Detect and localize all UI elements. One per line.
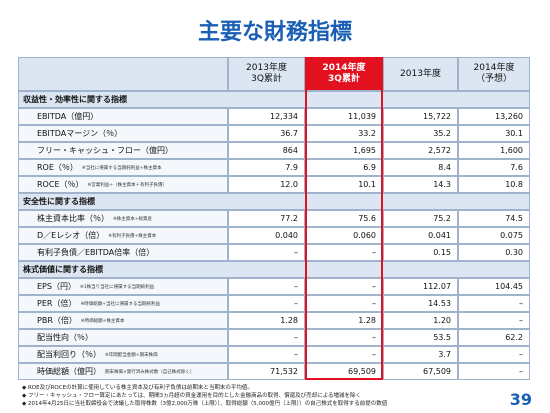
row-note: ※年間配当金額÷期末株価 (105, 352, 158, 358)
row-label-cell: ROCE（％） ※営業利益÷（株主資本＋有利子負債） (18, 176, 228, 193)
row-label: ROCE（％） (37, 180, 84, 189)
value: 13,260 (458, 108, 530, 125)
value: – (458, 312, 530, 329)
value: 1.28 (228, 312, 305, 329)
row-label: EBITDAマージン（％） (37, 129, 123, 138)
row-label-cell: 配当利回り（％） ※年間配当金額÷期末株価 (18, 346, 228, 363)
row-label: EPS（円） (37, 282, 76, 291)
column-header: 2014年度 3Q累計 (305, 57, 383, 91)
value: 2,572 (383, 142, 458, 159)
value: – (458, 346, 530, 363)
row-label: 株主資本比率（％） (37, 214, 109, 223)
row-label-cell: 時価総額（億円） 期末株価×発行済み株式数（自己株式除く） (18, 363, 228, 380)
value: 0.041 (383, 227, 458, 244)
value: 3.7 (383, 346, 458, 363)
section-heading: 安全性に関する指標 (18, 193, 530, 210)
value: – (228, 244, 305, 261)
value: 30.1 (458, 125, 530, 142)
value: 35.2 (383, 125, 458, 142)
section-heading: 株式価値に関する指標 (18, 261, 530, 278)
row-label: PBR（倍） (37, 316, 77, 325)
value: 12.0 (228, 176, 305, 193)
row-label: 有利子負債／EBITDA倍率（倍） (37, 248, 155, 257)
row-label: 配当利回り（％） (37, 350, 101, 359)
value: 77.2 (228, 210, 305, 227)
value: 7.9 (228, 159, 305, 176)
row-label: D／Eレシオ（倍） (37, 231, 105, 240)
footnote: ◆ フリー・キャッシュ・フロー算定にあたっては、期間3ヵ月超の資金運用を目的とし… (22, 393, 361, 399)
row-label-cell: EBITDAマージン（％） (18, 125, 228, 142)
title: 主要な財務指標 (197, 20, 352, 45)
value: 74.5 (458, 210, 530, 227)
value: 12,334 (228, 108, 305, 125)
value: 10.8 (458, 176, 530, 193)
value: 15,722 (383, 108, 458, 125)
value: 62.2 (458, 329, 530, 346)
value: – (458, 295, 530, 312)
row-label-cell: ROE（％） ※当社に帰属する当期純利益÷株主資本 (18, 159, 228, 176)
footnote-text: フリー・キャッシュ・フロー算定にあたっては、期間3ヵ月超の資金運用を目的とした金… (27, 393, 361, 399)
row-label: フリー・キャッシュ・フロー（億円） (37, 146, 173, 155)
row-note: 期末株価×発行済み株式数（自己株式除く） (105, 369, 195, 375)
column-header: 2013年度 3Q累計 (228, 57, 305, 91)
value: 104.45 (458, 278, 530, 295)
row-label: EBITDA（億円） (37, 112, 99, 121)
row-label-cell: 株主資本比率（％） ※株主資本÷総資産 (18, 210, 228, 227)
row-note: ※有利子負債÷株主資本 (108, 233, 157, 239)
column-header: 2014年度 （予想） (458, 57, 530, 91)
column-header: 2013年度 (383, 57, 458, 91)
row-note: ※時価総額÷株主資本 (80, 318, 125, 324)
highlight-column (305, 57, 383, 380)
value: 14.3 (383, 176, 458, 193)
value: 36.7 (228, 125, 305, 142)
row-note: ※当社に帰属する当期純利益÷株主資本 (81, 165, 162, 171)
value: 53.5 (383, 329, 458, 346)
value: – (228, 278, 305, 295)
row-note: ※株主資本÷総資産 (113, 216, 153, 222)
section-heading: 収益性・効率性に関する指標 (18, 91, 530, 108)
row-label: 配当性向（％） (37, 333, 93, 342)
value: 67,509 (383, 363, 458, 380)
row-note: ※営業利益÷（株主資本＋有利子負債） (87, 182, 168, 188)
value: 1.20 (383, 312, 458, 329)
value: 7.6 (458, 159, 530, 176)
value: 71,532 (228, 363, 305, 380)
row-label-cell: PBR（倍） ※時価総額÷株主資本 (18, 312, 228, 329)
value: – (228, 329, 305, 346)
value: – (228, 346, 305, 363)
row-label-cell: D／Eレシオ（倍） ※有利子負債÷株主資本 (18, 227, 228, 244)
row-label: ROE（％） (37, 163, 78, 172)
value: 112.07 (383, 278, 458, 295)
header-corner (18, 57, 228, 91)
value: – (228, 295, 305, 312)
footnote-text: 2014年4月25日に当社取締役会で決議した取得株数（3億2,000万株（上限）… (27, 401, 388, 407)
row-label-cell: EBITDA（億円） (18, 108, 228, 125)
value: 75.2 (383, 210, 458, 227)
row-label-cell: 配当性向（％） (18, 329, 228, 346)
row-label-cell: 有利子負債／EBITDA倍率（倍） (18, 244, 228, 261)
value: 1,600 (458, 142, 530, 159)
row-note: ※時価総額÷当社に帰属する当期純利益 (80, 301, 160, 307)
value: 0.040 (228, 227, 305, 244)
row-label-cell: フリー・キャッシュ・フロー（億円） (18, 142, 228, 159)
value: 864 (228, 142, 305, 159)
footnote: ◆ 2014年4月25日に当社取締役会で決議した取得株数（3億2,000万株（上… (22, 401, 388, 407)
row-label-cell: EPS（円） ※1株当り当社に帰属する当期純利益 (18, 278, 228, 295)
value: 0.30 (458, 244, 530, 261)
row-note: ※1株当り当社に帰属する当期純利益 (79, 284, 155, 290)
footnote: ◆ ROE及びROCEの計算に使用している株主資本及び有利子負債は前期末と当期末… (22, 385, 253, 391)
value: 0.075 (458, 227, 530, 244)
footnote-text: ROE及びROCEの計算に使用している株主資本及び有利子負債は前期末と当期末の平… (27, 385, 253, 391)
value: 14.53 (383, 295, 458, 312)
row-label: PER（倍） (37, 299, 77, 308)
value: – (458, 363, 530, 380)
value: 8.4 (383, 159, 458, 176)
row-label: 時価総額（億円） (37, 367, 101, 376)
value: 0.15 (383, 244, 458, 261)
row-label-cell: PER（倍） ※時価総額÷当社に帰属する当期純利益 (18, 295, 228, 312)
page-number: 39 (509, 390, 532, 409)
